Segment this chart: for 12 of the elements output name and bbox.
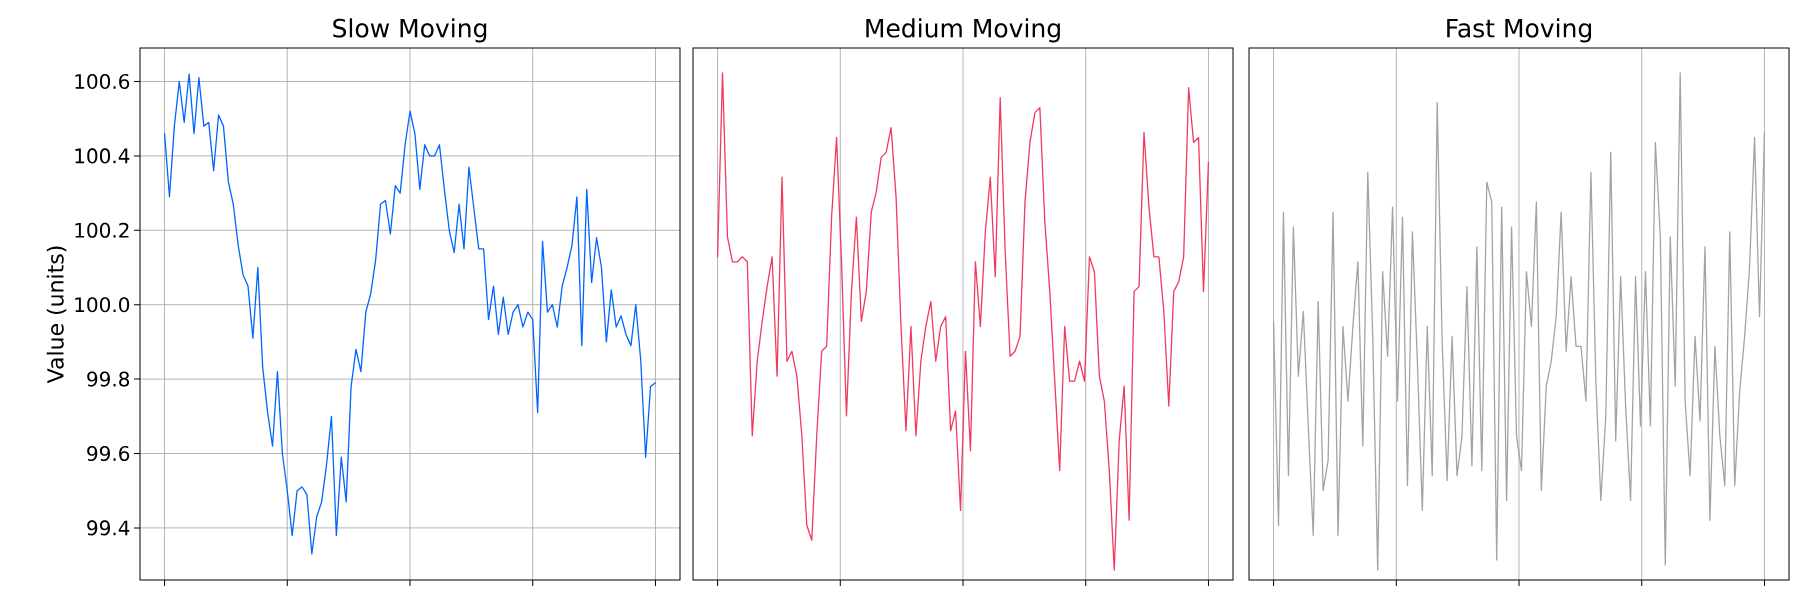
chart-title: Medium Moving xyxy=(866,18,1060,43)
y-tick-label: 100.0 xyxy=(75,297,130,313)
chart-title: Fast Moving xyxy=(1447,18,1592,43)
y-tick-label: 100.2 xyxy=(75,222,129,238)
chart-title: Slow Moving xyxy=(333,18,487,43)
y-tick-label: 99.6 xyxy=(87,445,130,462)
y-tick-label: 100.6 xyxy=(75,73,130,90)
y-tick-label: 99.4 xyxy=(87,520,130,536)
y-axis-title: Value (units) xyxy=(46,246,67,384)
y-tick-label: 100.4 xyxy=(75,148,130,164)
line-series xyxy=(163,73,657,555)
y-tick-label: 99.8 xyxy=(87,371,130,387)
